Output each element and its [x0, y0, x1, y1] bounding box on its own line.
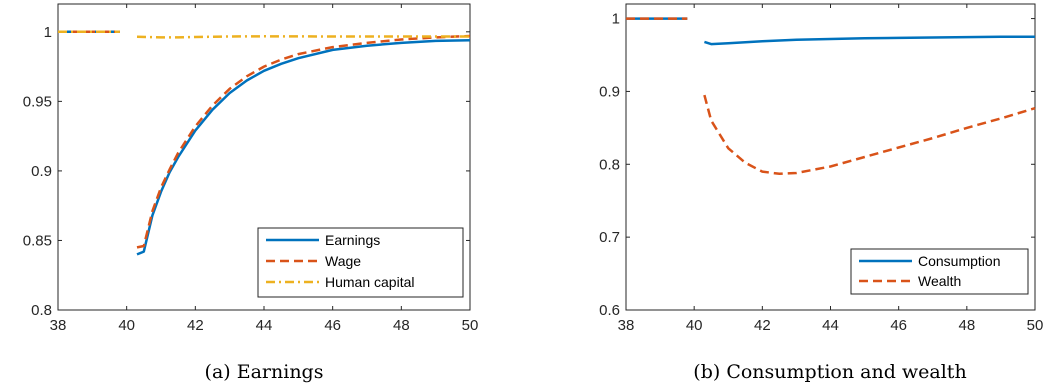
x-tick-label: 42: [754, 317, 771, 334]
x-tick-label: 50: [1027, 317, 1044, 334]
legend-label: Wage: [325, 253, 361, 269]
series-line-human-capital: [136, 35, 470, 39]
x-tick-label: 42: [187, 317, 204, 334]
y-tick-label: 0.8: [31, 302, 52, 319]
x-tick-label: 40: [118, 317, 135, 334]
y-tick-label: 0.9: [599, 83, 620, 100]
series-line-wealth: [703, 94, 1036, 176]
panel-caption: (a) Earnings: [205, 361, 324, 383]
x-tick-label: 46: [890, 317, 907, 334]
panel-earnings: 38 40 42 44 46 48 50 0.8 0.85 0.9 0.95 1 Earnings Wag…: [23, 3, 479, 383]
x-tick-label: 40: [686, 317, 703, 334]
x-tick-label: 38: [618, 317, 635, 334]
legend-label: Wealth: [918, 273, 961, 289]
series-line-consumption: [704, 35, 1035, 46]
panel-consumption-wealth: 38 40 42 44 46 48 50 0.6 0.7 0.8 0.9 1 Consumption We…: [599, 3, 1044, 383]
x-tick-label: 50: [462, 317, 479, 334]
y-tick-label: 1: [612, 11, 620, 28]
x-tick-label: 38: [50, 317, 67, 334]
series-line-earnings: [136, 38, 471, 256]
y-tick-label: 0.8: [599, 156, 620, 173]
legend: Consumption Wealth: [850, 248, 1029, 295]
y-tick-label: 0.95: [23, 93, 52, 110]
legend-label: Earnings: [325, 232, 380, 248]
legend-box: [850, 248, 1029, 295]
x-tick-label: 48: [393, 317, 410, 334]
x-tick-label: 48: [958, 317, 975, 334]
legend-label: Human capital: [325, 274, 415, 290]
series-line-wage: [136, 34, 471, 249]
legend: Earnings Wage Human capital: [257, 227, 464, 298]
y-tick-label: 0.6: [599, 302, 620, 319]
y-tick-label: 1: [44, 24, 52, 41]
panel-caption: (b) Consumption and wealth: [693, 361, 966, 383]
y-tick-label: 0.9: [31, 163, 52, 180]
x-tick-label: 44: [256, 317, 273, 334]
x-tick-label: 46: [324, 317, 341, 334]
x-tick-label: 44: [822, 317, 839, 334]
y-tick-label: 0.85: [23, 232, 52, 249]
legend-label: Consumption: [918, 253, 1001, 269]
y-tick-label: 0.7: [599, 229, 620, 246]
